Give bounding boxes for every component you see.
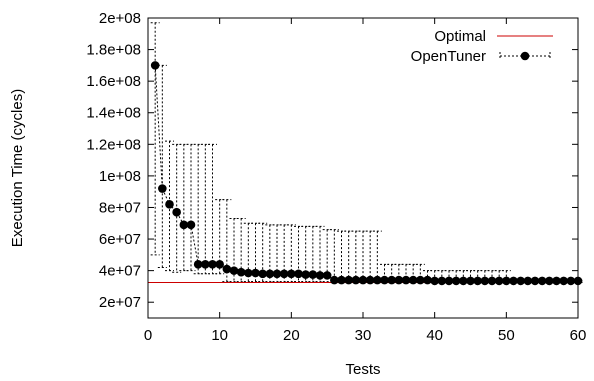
opentuner-point [537,276,547,286]
opentuner-point [172,207,181,217]
x-tick-label: 10 [211,327,228,344]
opentuner-point [215,260,224,269]
opentuner-point [487,276,497,286]
opentuner-point [559,276,568,286]
opentuner-point [201,260,210,269]
opentuner-point [179,220,189,230]
opentuner-point [509,276,518,286]
opentuner-point [330,275,339,285]
opentuner-point [451,276,461,286]
opentuner-point [365,275,375,285]
opentuner-point [222,264,232,274]
opentuner-point [401,275,411,285]
opentuner-point [494,276,504,286]
y-tick-label: 1e+08 [99,168,141,185]
opentuner-point [236,267,246,277]
y-axis-label: Execution Time (cycles) [9,89,26,247]
opentuner-point [244,268,253,278]
legend-label-opentuner: OpenTuner [411,48,486,65]
y-tick-label: 1.4e+08 [86,105,141,122]
opentuner-point [322,271,332,280]
opentuner-point [315,271,325,280]
opentuner-point [358,275,368,285]
x-tick-label: 20 [283,327,300,344]
legend-label-optimal: Optimal [434,28,486,45]
x-axis-ticks: 0 10 20 30 40 50 60 [144,18,587,344]
opentuner-point [258,269,267,279]
y-tick-label: 2e+07 [99,294,141,311]
legend: Optimal OpenTuner [411,28,553,65]
legend-swatch-opentuner [499,51,551,61]
opentuner-point [150,61,160,70]
opentuner-point [502,276,511,286]
opentuner-point [301,270,310,279]
opentuner-point [466,276,475,286]
opentuner-point [294,269,303,279]
opentuner-point [351,275,361,285]
opentuner-point [437,276,447,286]
y-axis-ticks: 2e+07 4e+07 6e+07 8e+07 1e+08 1.2e+08 1.4e+08 1… [86,10,578,311]
opentuner-point [186,220,196,230]
opentuner-point [308,270,318,279]
opentuner-point [459,276,468,286]
opentuner-point [423,275,432,285]
x-tick-label: 30 [355,327,372,344]
opentuner-point [380,275,389,285]
opentuner-point [165,200,174,209]
opentuner-point [444,276,454,286]
opentuner-point [530,276,540,286]
opentuner-point [480,276,490,286]
opentuner-point [193,260,203,269]
y-tick-label: 6e+07 [99,231,141,248]
y-tick-label: 8e+07 [99,199,141,216]
opentuner-point [416,275,425,285]
opentuner-point [523,276,533,286]
opentuner-line [154,65,578,282]
opentuner-point [265,269,275,279]
x-tick-label: 0 [144,327,152,344]
opentuner-point [272,269,282,279]
opentuner-point [373,275,382,285]
opentuner-point [251,268,260,278]
x-axis-label: Tests [345,361,380,378]
opentuner-point [430,276,439,286]
x-tick-label: 50 [498,327,515,344]
y-tick-label: 2e+08 [99,10,141,27]
opentuner-point [229,266,239,275]
opentuner-point [552,276,561,286]
opentuner-point [337,275,346,285]
x-tick-label: 60 [570,327,587,344]
opentuner-series [150,61,583,286]
x-tick-label: 40 [426,327,443,344]
opentuner-point [473,276,482,286]
opentuner-point [516,276,525,286]
y-tick-label: 1.6e+08 [86,73,141,90]
opentuner-point [279,269,289,279]
y-tick-label: 1.2e+08 [86,136,141,153]
opentuner-point [208,260,217,269]
opentuner-point [387,275,396,285]
opentuner-point [566,276,576,286]
y-tick-label: 4e+07 [99,263,141,280]
opentuner-point [344,275,353,285]
opentuner-point [287,269,296,279]
opentuner-point [394,275,404,285]
legend-swatch-marker [520,51,530,61]
error-bars [150,22,583,283]
opentuner-point [545,276,554,286]
opentuner-point [158,184,167,193]
y-tick-label: 1.8e+08 [86,42,141,59]
opentuner-point [408,275,418,285]
